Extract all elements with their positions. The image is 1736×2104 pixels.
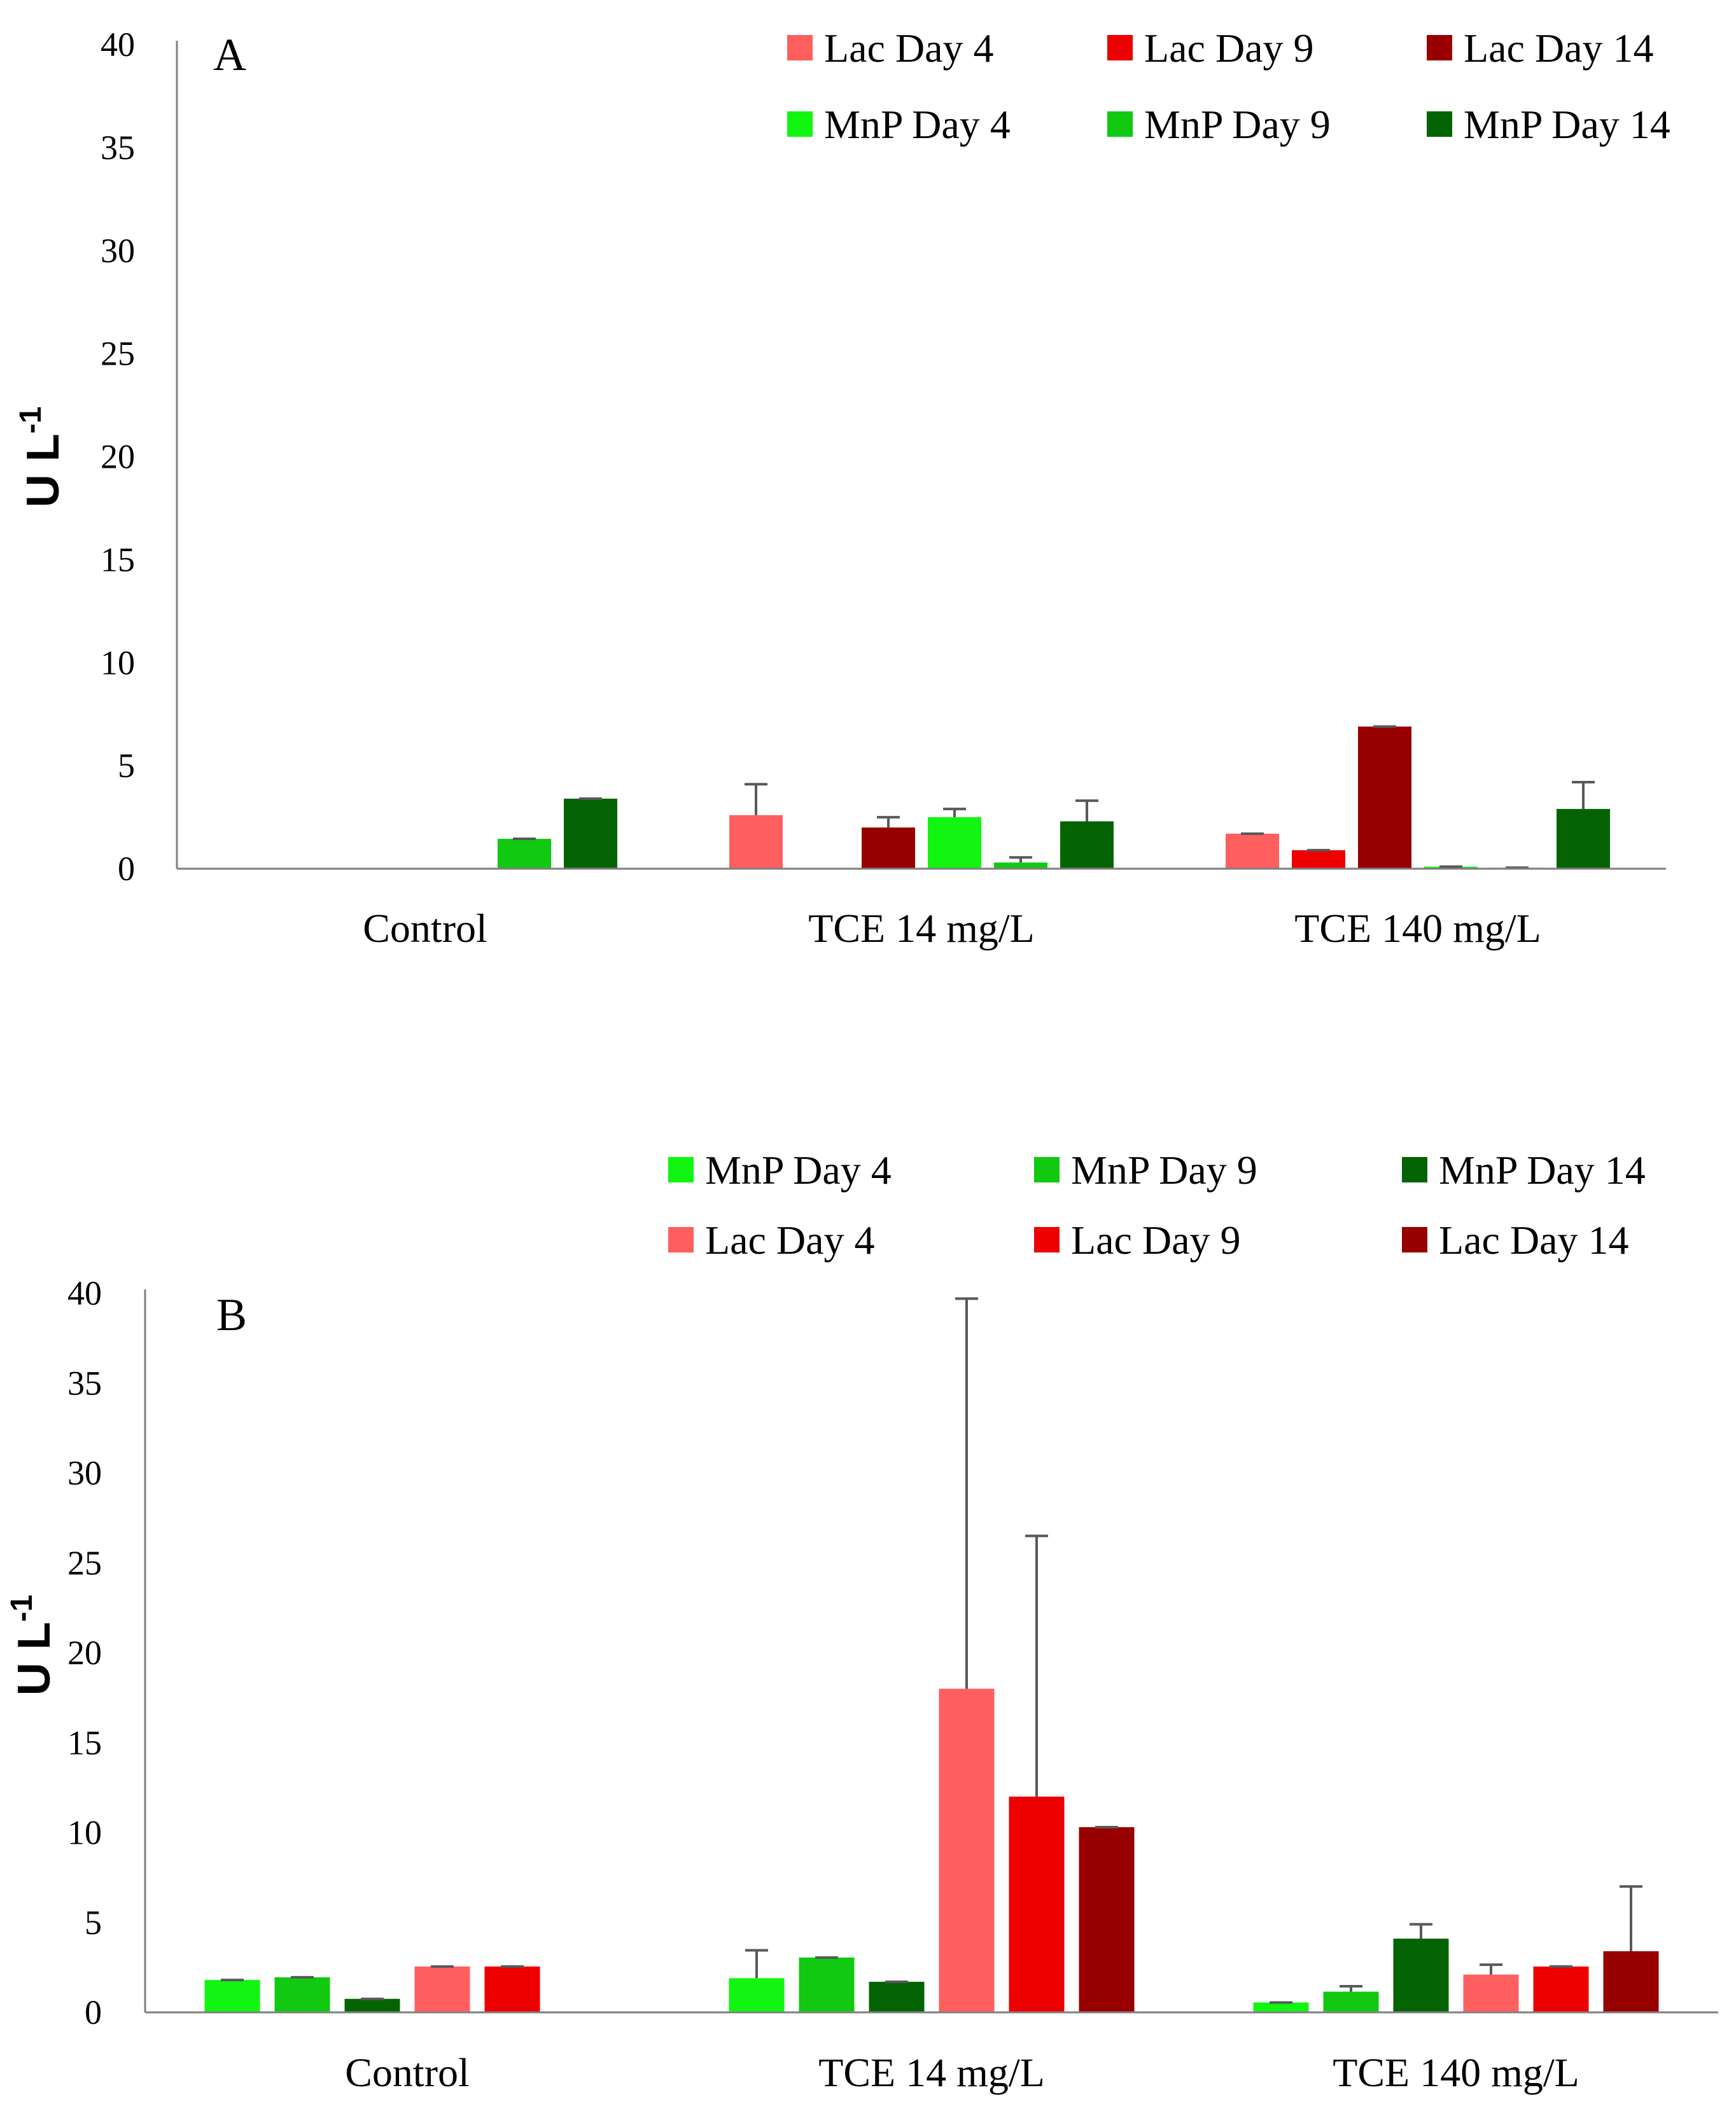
- bar-b-2-3: [1463, 1974, 1519, 2012]
- x-category-label: TCE 140 mg/L: [1294, 906, 1541, 951]
- chart-panel-b: 0 5 10 15 20 25 30 35 40 U L-1 B Control TCE 14 mg/L…: [5, 1147, 1718, 2095]
- legend-label: Lac Day 14: [1439, 1217, 1629, 1263]
- bar-b-1-3: [939, 1688, 995, 2012]
- bar-b-0-4: [484, 1966, 540, 2012]
- legend-swatch: [787, 35, 813, 60]
- bar-b-0-1: [274, 1977, 330, 2012]
- bar-b-2-5: [1603, 1951, 1659, 2012]
- legend-label: Lac Day 9: [1144, 25, 1314, 71]
- legend-label: MnP Day 4: [824, 102, 1011, 147]
- y-tick-label: 5: [118, 747, 135, 785]
- y-tick-label: 25: [67, 1544, 102, 1582]
- legend-swatch: [1034, 1227, 1060, 1252]
- y-tick-label: 10: [67, 1814, 102, 1852]
- bar-b-1-5: [1079, 1827, 1135, 2012]
- x-category-label: TCE 14 mg/L: [808, 906, 1035, 951]
- bar-b-1-0: [729, 1978, 785, 2012]
- bar-a-2-0: [1226, 833, 1279, 869]
- bar-b-0-2: [344, 1998, 400, 2012]
- legend-swatch: [1107, 111, 1133, 137]
- legend-label: MnP Day 14: [1464, 102, 1670, 147]
- y-tick-label: 30: [101, 232, 135, 270]
- bar-b-1-4: [1009, 1797, 1065, 2012]
- bar-a-2-5: [1557, 809, 1610, 869]
- y-tick-label: 30: [67, 1454, 102, 1492]
- x-category-label: Control: [345, 2050, 470, 2095]
- legend-label: MnP Day 9: [1144, 102, 1331, 147]
- x-category-label: TCE 140 mg/L: [1333, 2050, 1579, 2095]
- legend-label: MnP Day 9: [1071, 1147, 1257, 1193]
- bar-a-2-1: [1292, 850, 1345, 869]
- y-tick-label: 5: [85, 1904, 102, 1942]
- legend-label: MnP Day 14: [1439, 1147, 1646, 1193]
- y-axis-title: U L-1: [5, 1595, 60, 1696]
- bar-b-1-1: [799, 1957, 855, 2012]
- legend-label: Lac Day 14: [1464, 25, 1654, 71]
- panel-label: B: [216, 1289, 247, 1340]
- bar-a-1-0: [729, 815, 783, 869]
- bar-a-1-3: [928, 817, 981, 869]
- bar-b-2-0: [1253, 2002, 1309, 2012]
- y-tick-label: 15: [101, 540, 135, 579]
- legend-swatch: [1402, 1157, 1427, 1182]
- legend-swatch: [1107, 35, 1133, 60]
- bar-b-0-3: [414, 1966, 470, 2012]
- bar-a-1-5: [1060, 821, 1114, 869]
- y-tick-label: 40: [101, 25, 135, 64]
- chart-panel-a: 0 5 10 15 20 25 30 35 40 U L-1 A Control TCE 14 mg/L…: [14, 25, 1670, 951]
- y-axis-title-exponent: -1: [14, 407, 48, 434]
- legend-swatch: [668, 1157, 694, 1182]
- bar-a-0-4: [498, 839, 551, 869]
- y-tick-label: 15: [67, 1723, 102, 1762]
- y-tick-label: 0: [85, 1993, 102, 2031]
- y-axis-title-unit: U L: [18, 433, 69, 507]
- legend-swatch: [1427, 111, 1452, 137]
- legend-swatch: [1402, 1227, 1427, 1252]
- legend-swatch: [1034, 1157, 1060, 1182]
- bar-b-2-1: [1323, 1991, 1379, 2012]
- bar-a-1-4: [994, 862, 1047, 869]
- legend-label: Lac Day 9: [1071, 1217, 1241, 1263]
- legend-label: Lac Day 4: [824, 25, 994, 71]
- y-tick-label: 0: [118, 850, 135, 888]
- y-tick-label: 35: [101, 129, 135, 167]
- bar-a-2-2: [1358, 726, 1411, 869]
- y-tick-label: 20: [67, 1634, 102, 1672]
- x-category-label: Control: [363, 906, 487, 951]
- y-tick-label: 35: [67, 1364, 102, 1402]
- y-axis-title-unit: U L: [9, 1622, 60, 1695]
- bar-b-2-4: [1533, 1966, 1589, 2012]
- bar-a-1-2: [862, 827, 915, 869]
- panel-label: A: [213, 29, 246, 80]
- bar-b-1-2: [869, 1981, 925, 2012]
- x-category-label: TCE 14 mg/L: [818, 2050, 1045, 2095]
- y-tick-label: 10: [101, 643, 135, 682]
- y-axis-title: U L-1: [14, 407, 69, 508]
- y-tick-label: 25: [101, 335, 135, 373]
- bar-b-0-0: [204, 1980, 260, 2012]
- legend-label: MnP Day 4: [705, 1147, 892, 1193]
- y-axis-title-exponent: -1: [5, 1595, 39, 1622]
- y-tick-label: 20: [101, 438, 135, 476]
- bar-b-2-2: [1393, 1939, 1449, 2012]
- y-tick-label: 40: [67, 1274, 102, 1312]
- legend-label: Lac Day 4: [705, 1217, 875, 1263]
- legend-swatch: [1427, 35, 1452, 60]
- legend-swatch: [787, 111, 813, 137]
- bar-a-0-5: [564, 798, 617, 869]
- legend-swatch: [668, 1227, 694, 1252]
